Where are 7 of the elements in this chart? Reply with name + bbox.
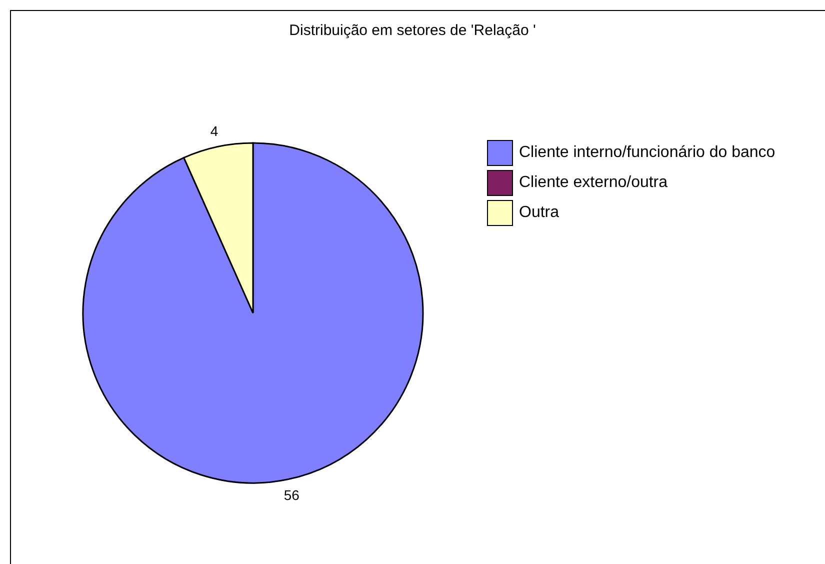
legend-label: Outra xyxy=(519,204,560,222)
legend-label: Cliente externo/outra xyxy=(519,174,668,192)
legend-label: Cliente interno/funcionário do banco xyxy=(519,144,776,162)
data-label: 56 xyxy=(284,486,300,503)
pie-slice xyxy=(82,142,424,484)
data-label: 4 xyxy=(210,123,218,140)
chart-title: Distribuição em setores de 'Relação ' xyxy=(288,22,537,39)
